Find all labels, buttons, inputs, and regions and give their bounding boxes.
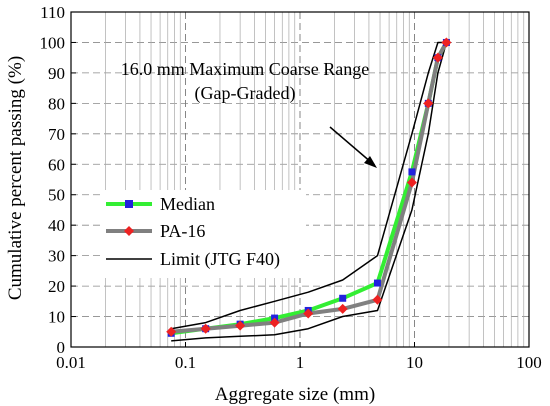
annotation-arrow (329, 126, 377, 168)
y-axis-label: Cumulative percent passing (%) (5, 56, 26, 300)
median-marker (408, 168, 416, 176)
pa16-marker (200, 323, 211, 334)
x-tick-label: 100 (516, 353, 542, 372)
x-tick-label: 0.01 (56, 353, 86, 372)
y-tick-label: 20 (48, 277, 65, 296)
series-markers (166, 37, 452, 337)
y-tick-label: 90 (48, 64, 65, 83)
x-tick-label: 0.1 (175, 353, 196, 372)
median-marker (339, 294, 347, 302)
series-line-limit-jtg-f40- (171, 41, 447, 330)
pa16-marker (406, 177, 417, 188)
legend-entry-median: Median (106, 194, 215, 214)
pa16-marker (337, 303, 348, 314)
legend-label-median: Median (160, 194, 215, 214)
y-tick-label: 40 (48, 216, 65, 235)
pa16-marker (235, 320, 246, 331)
grid-lines (71, 12, 529, 347)
pa16-marker (372, 294, 383, 305)
y-tick-label: 10 (48, 308, 65, 327)
pa16-marker (423, 98, 434, 109)
y-tick-label: 80 (48, 94, 65, 113)
y-tick-label: 70 (48, 125, 65, 144)
y-tick-label: 30 (48, 247, 65, 266)
y-tick-label: 60 (48, 155, 65, 174)
annotation-line-1: 16.0 mm Maximum Coarse Range (121, 59, 369, 79)
legend: Median PA-16 Limit (JTG F40) (100, 190, 306, 278)
pa16-marker (441, 37, 452, 48)
series-line-lower-limit (171, 42, 448, 342)
pa16-marker (432, 52, 443, 63)
y-tick-label: 110 (40, 3, 65, 22)
pa16-marker (303, 308, 314, 319)
x-tick-label: 1 (296, 353, 305, 372)
pa16-marker (166, 326, 177, 337)
legend-entry-limit: Limit (JTG F40) (106, 249, 280, 270)
pa16-marker (269, 317, 280, 328)
annotation-line-2: (Gap-Graded) (195, 83, 296, 104)
legend-label-limit: Limit (JTG F40) (160, 249, 280, 270)
y-tick-label: 100 (40, 33, 66, 52)
median-marker (373, 279, 381, 287)
x-tick-label: 10 (406, 353, 423, 372)
x-axis-label: Aggregate size (mm) (215, 384, 375, 405)
legend-label-pa16: PA-16 (160, 221, 205, 241)
y-tick-label: 0 (57, 338, 66, 357)
legend-entry-pa16: PA-16 (106, 221, 205, 241)
y-tick-label: 50 (48, 186, 65, 205)
